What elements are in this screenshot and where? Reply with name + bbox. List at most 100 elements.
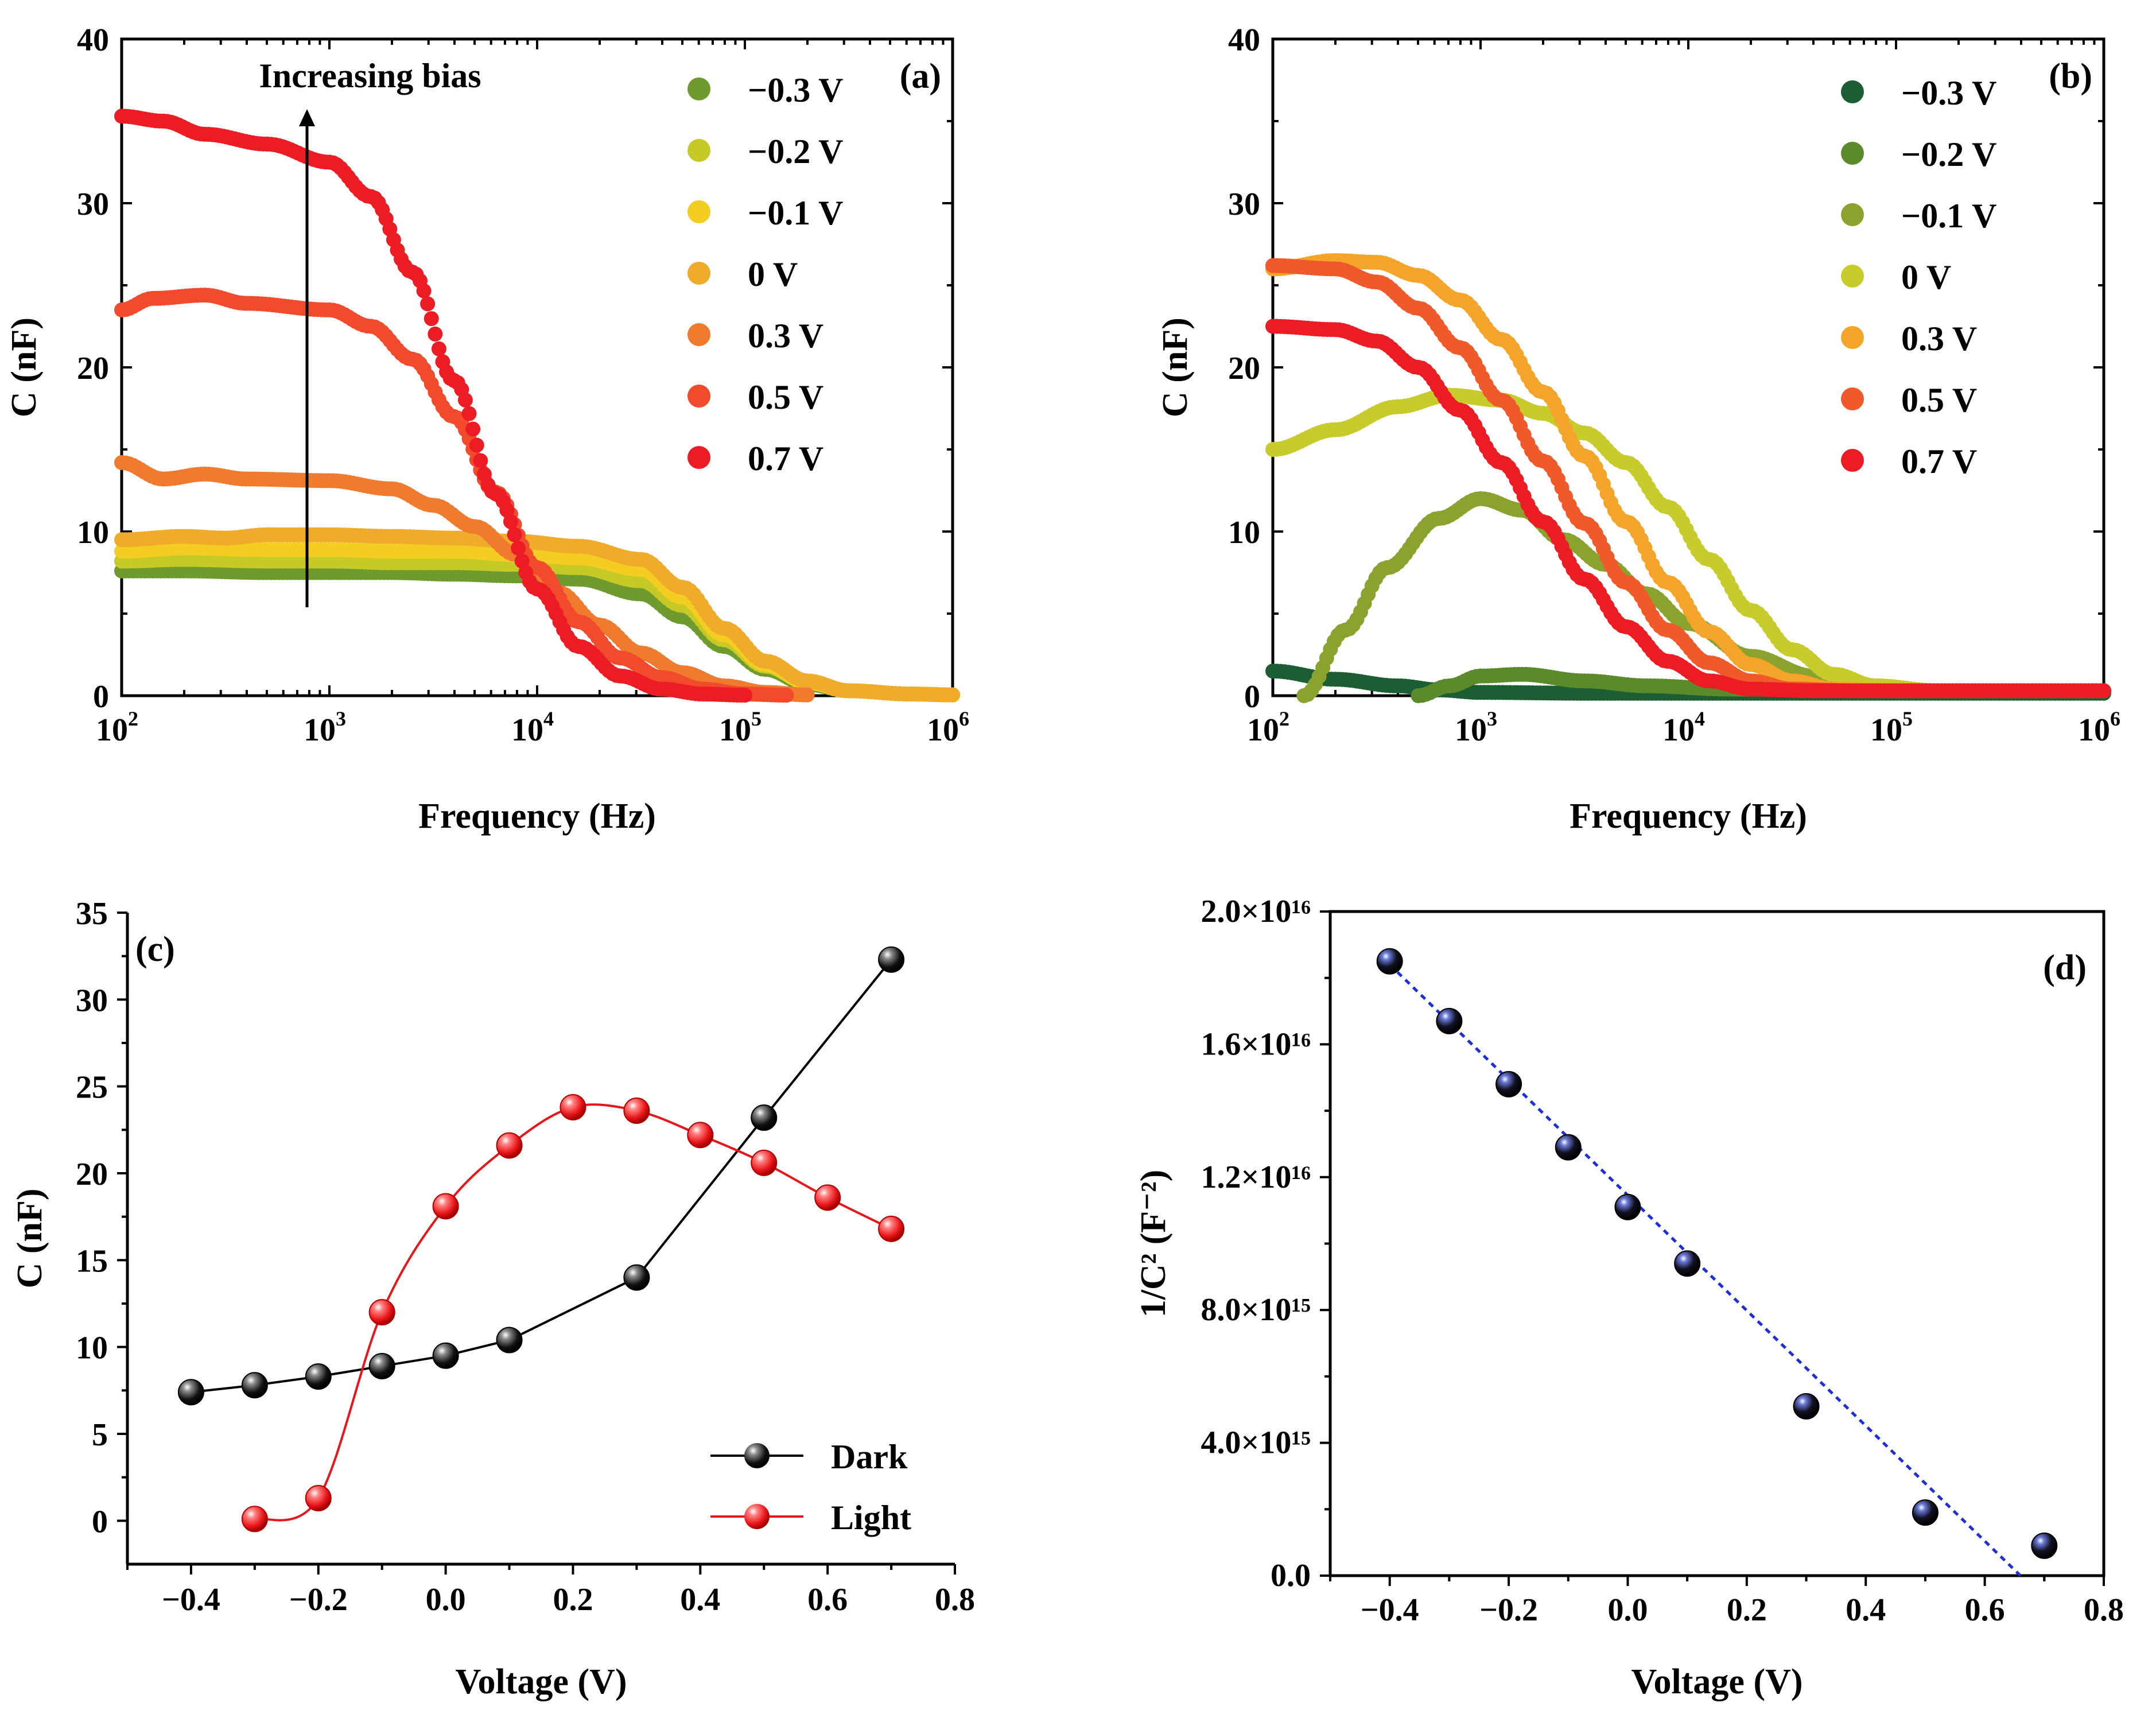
- legend-marker: [1841, 326, 1864, 349]
- y-tick-label: 10: [77, 515, 109, 550]
- y-tick-label: 40: [1228, 22, 1260, 58]
- x-tick-base: 10: [927, 712, 959, 748]
- x-tick-base: 10: [304, 712, 336, 748]
- panel-label: (d): [2043, 948, 2087, 987]
- data-point: [1555, 1134, 1582, 1161]
- data-point: [1495, 1071, 1522, 1097]
- legend-marker: [687, 200, 710, 223]
- series-6: [1265, 319, 2111, 699]
- series-5: [114, 288, 794, 703]
- y-tick-label: 2.0×10¹⁶: [1201, 894, 1311, 929]
- legend-label: Dark: [831, 1438, 908, 1476]
- data-point: [431, 341, 446, 356]
- bias-annotation: Increasing bias: [259, 57, 481, 95]
- light-line: [254, 1103, 892, 1522]
- data-point: [420, 296, 436, 312]
- y-tick-label: 15: [76, 1243, 108, 1279]
- legend-label: 0 V: [748, 255, 798, 293]
- x-tick-base: 10: [1662, 712, 1695, 748]
- x-tick-label: −0.2: [289, 1582, 348, 1618]
- x-tick-label: 0.6: [807, 1582, 848, 1618]
- legend-label: −0.1 V: [1901, 197, 1996, 235]
- dark-point: [432, 1342, 459, 1369]
- legend-label: 0.3 V: [1901, 320, 1977, 358]
- data-point: [1674, 1250, 1701, 1277]
- light-point: [687, 1122, 714, 1149]
- legend-label: Light: [831, 1499, 911, 1537]
- data-point: [2096, 683, 2111, 699]
- y-tick-label: 4.0×10¹⁵: [1201, 1425, 1311, 1461]
- y-tick-label: 1.6×10¹⁶: [1201, 1026, 1311, 1062]
- x-tick-base: 10: [719, 712, 751, 748]
- x-tick-label: 0.2: [553, 1582, 593, 1618]
- x-tick-base: 10: [511, 712, 543, 748]
- light-point: [814, 1184, 841, 1211]
- legend-marker: [1841, 142, 1864, 165]
- x-tick-label: 0.8: [935, 1582, 975, 1618]
- panel-label: (a): [900, 57, 941, 96]
- data-point: [503, 514, 518, 529]
- legend-marker: [687, 77, 710, 100]
- y-tick-label: 8.0×10¹⁵: [1201, 1292, 1311, 1328]
- legend-marker: [687, 139, 710, 162]
- x-tick-label: 102: [1247, 707, 1289, 748]
- dark-point: [241, 1372, 268, 1399]
- data-point: [461, 406, 477, 421]
- data-point: [465, 421, 481, 437]
- x-tick-exponent: 4: [543, 707, 554, 730]
- x-tick-label: 0.6: [1965, 1592, 2005, 1628]
- series-5: [1265, 258, 2111, 699]
- x-tick-label: −0.4: [162, 1582, 220, 1618]
- legend-label: −0.2 V: [748, 133, 843, 170]
- data-point: [945, 687, 960, 703]
- x-axis-label: Voltage (V): [455, 1662, 627, 1701]
- x-tick-label: 105: [719, 707, 762, 748]
- legend-marker: [687, 262, 710, 285]
- x-tick-label: −0.4: [1361, 1592, 1419, 1628]
- x-tick-label: 0.0: [426, 1582, 466, 1618]
- data-point: [1793, 1393, 1820, 1420]
- data-point: [473, 453, 488, 468]
- legend-marker: [744, 1443, 770, 1468]
- y-tick-label: 30: [76, 983, 108, 1018]
- dark-point: [623, 1264, 650, 1291]
- light-point: [623, 1097, 650, 1124]
- y-tick-label: 30: [77, 187, 109, 222]
- x-tick-label: 0.2: [1727, 1592, 1767, 1628]
- data-point: [779, 688, 794, 703]
- y-tick-label: 0: [1244, 679, 1260, 715]
- y-tick-label: 0: [92, 1504, 108, 1539]
- legend-label: 0.7 V: [1901, 443, 1977, 480]
- dark-point: [496, 1327, 523, 1354]
- legend-label: 0.3 V: [748, 317, 823, 355]
- y-tick-label: 1.2×10¹⁶: [1201, 1159, 1311, 1195]
- x-tick-base: 10: [1247, 712, 1279, 748]
- y-tick-label: 30: [1228, 187, 1260, 222]
- light-point: [368, 1299, 395, 1326]
- bias-arrow-head: [299, 109, 315, 126]
- y-axis-label: C (nF): [10, 1189, 49, 1289]
- legend-label: −0.2 V: [1901, 135, 1996, 173]
- dark-point: [305, 1363, 332, 1390]
- x-tick-label: 0.4: [680, 1582, 720, 1618]
- legend-marker: [1841, 387, 1864, 410]
- dark-point: [177, 1379, 204, 1406]
- light-point: [305, 1484, 332, 1511]
- data-point: [511, 540, 526, 556]
- x-tick-label: 105: [1870, 707, 1913, 748]
- x-tick-label: 102: [96, 707, 138, 748]
- legend-label: 0.5 V: [748, 378, 823, 416]
- x-tick-exponent: 3: [1487, 707, 1497, 730]
- series-6: [114, 108, 752, 703]
- legend-marker: [1841, 80, 1864, 103]
- data-point: [1376, 948, 1403, 975]
- data-point: [1436, 1007, 1463, 1034]
- light-point: [432, 1193, 459, 1220]
- light-point: [241, 1506, 268, 1533]
- panel-d-chart: 0.0 4.0×10¹⁵ 8.0×10¹⁵ 1.2×10¹⁶ 1.6×10¹⁶ 2.0×1…: [1134, 894, 2124, 1701]
- legend-marker: [744, 1504, 770, 1529]
- data-point: [424, 311, 439, 327]
- x-tick-exponent: 4: [1695, 707, 1705, 730]
- data-point: [1614, 1193, 1641, 1220]
